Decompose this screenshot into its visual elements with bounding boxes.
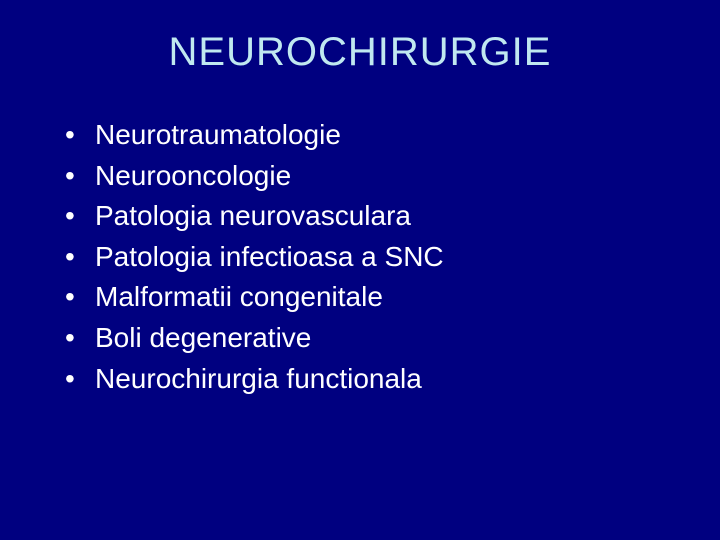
list-item: Malformatii congenitale [65, 277, 720, 318]
slide: NEUROCHIRURGIE Neurotraumatologie Neuroo… [0, 0, 720, 540]
list-item: Patologia infectioasa a SNC [65, 237, 720, 278]
list-item: Boli degenerative [65, 318, 720, 359]
list-item: Patologia neurovasculara [65, 196, 720, 237]
list-item: Neurooncologie [65, 156, 720, 197]
list-item: Neurotraumatologie [65, 115, 720, 156]
slide-title: NEUROCHIRURGIE [0, 30, 720, 75]
list-item: Neurochirurgia functionala [65, 359, 720, 400]
bullet-list: Neurotraumatologie Neurooncologie Patolo… [0, 115, 720, 399]
